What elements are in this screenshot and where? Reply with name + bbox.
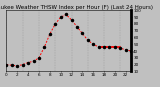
Title: Milwaukee Weather THSW Index per Hour (F) (Last 24 Hours): Milwaukee Weather THSW Index per Hour (F… xyxy=(0,5,153,10)
